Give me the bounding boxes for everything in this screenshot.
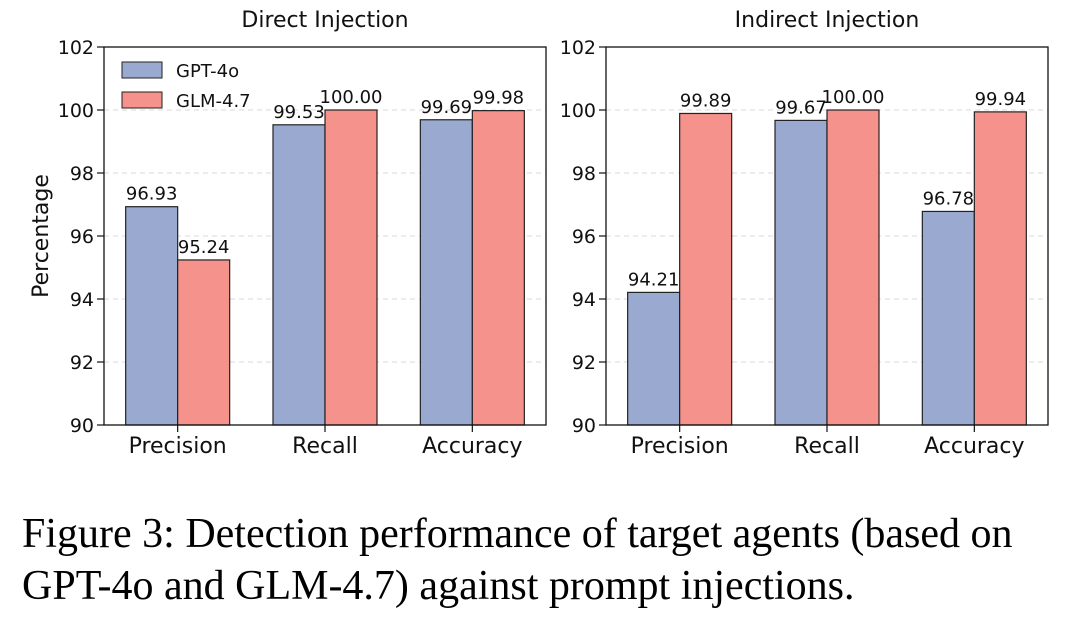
figure-caption: Figure 3: Detection performance of targe… [22,511,1013,609]
x-tick-label: Precision [129,434,227,459]
y-tick-label: 90 [70,415,94,437]
legend-label: GPT-4o [176,61,239,82]
y-tick-label: 98 [70,163,94,185]
y-tick-label: 102 [560,37,596,59]
x-tick-label: Recall [292,434,358,459]
chart-title: Indirect Injection [735,8,920,33]
x-tick-label: Accuracy [422,434,522,459]
y-tick-label: 100 [58,100,94,122]
y-tick-label: 90 [572,415,596,437]
bar-gpt-4o-accuracy [419,119,473,426]
bar-glm-4-7-recall [324,109,378,426]
data-label: 100.00 [320,87,383,108]
data-label: 100.00 [822,87,885,108]
bar-glm-4-7-accuracy [973,111,1027,426]
bar-glm-4-7-precision [679,112,733,426]
y-tick-label: 96 [70,226,94,248]
bar-gpt-4o-precision [627,291,681,426]
x-tick-label: Accuracy [924,434,1024,459]
y-tick-label: 96 [572,226,596,248]
data-label: 96.78 [923,188,975,209]
legend-swatch [121,61,163,79]
figure-canvas: 90 92 94 96 98 100 102 96.93 95.24 Precision 99.53… [29,8,1049,459]
data-label: 99.94 [975,89,1027,110]
bar-gpt-4o-recall [272,124,326,426]
data-label: 94.21 [628,269,680,290]
y-tick-label: 100 [560,100,596,122]
y-axis-label: Percentage [29,174,54,298]
bar-gpt-4o-accuracy [921,210,975,426]
y-tick-label: 102 [58,37,94,59]
y-tick-label: 92 [70,352,94,374]
x-tick-label: Recall [794,434,860,459]
data-label: 99.53 [273,102,325,123]
y-tick-label: 98 [572,163,596,185]
bar-gpt-4o-recall [774,119,828,426]
plot-frame [103,46,547,426]
legend: GPT-4o GLM-4.7 [121,61,251,112]
data-label: 96.93 [126,184,178,205]
data-label: 95.24 [178,237,230,258]
legend-label: GLM-4.7 [176,91,251,112]
data-label: 99.67 [775,97,827,118]
bar-glm-4-7-precision [177,259,231,426]
y-tick-label: 94 [572,289,596,311]
y-tick-label: 92 [572,352,596,374]
bar-glm-4-7-recall [826,109,880,426]
bar-glm-4-7-accuracy [471,110,525,426]
bar-gpt-4o-precision [125,206,179,426]
panel-direct-injection: 90 92 94 96 98 100 102 96.93 95.24 Precision 99.53… [29,8,547,459]
panel-indirect-injection: 90 92 94 96 98 100 102 94.21 99.89 Precision 99.67… [560,8,1049,459]
plot-frame [605,46,1049,426]
chart-title: Direct Injection [241,8,408,33]
data-label: 99.69 [421,97,473,118]
x-tick-label: Precision [631,434,729,459]
data-label: 99.89 [680,90,732,111]
legend-swatch [121,91,163,109]
y-tick-label: 94 [70,289,94,311]
data-label: 99.98 [473,88,525,109]
